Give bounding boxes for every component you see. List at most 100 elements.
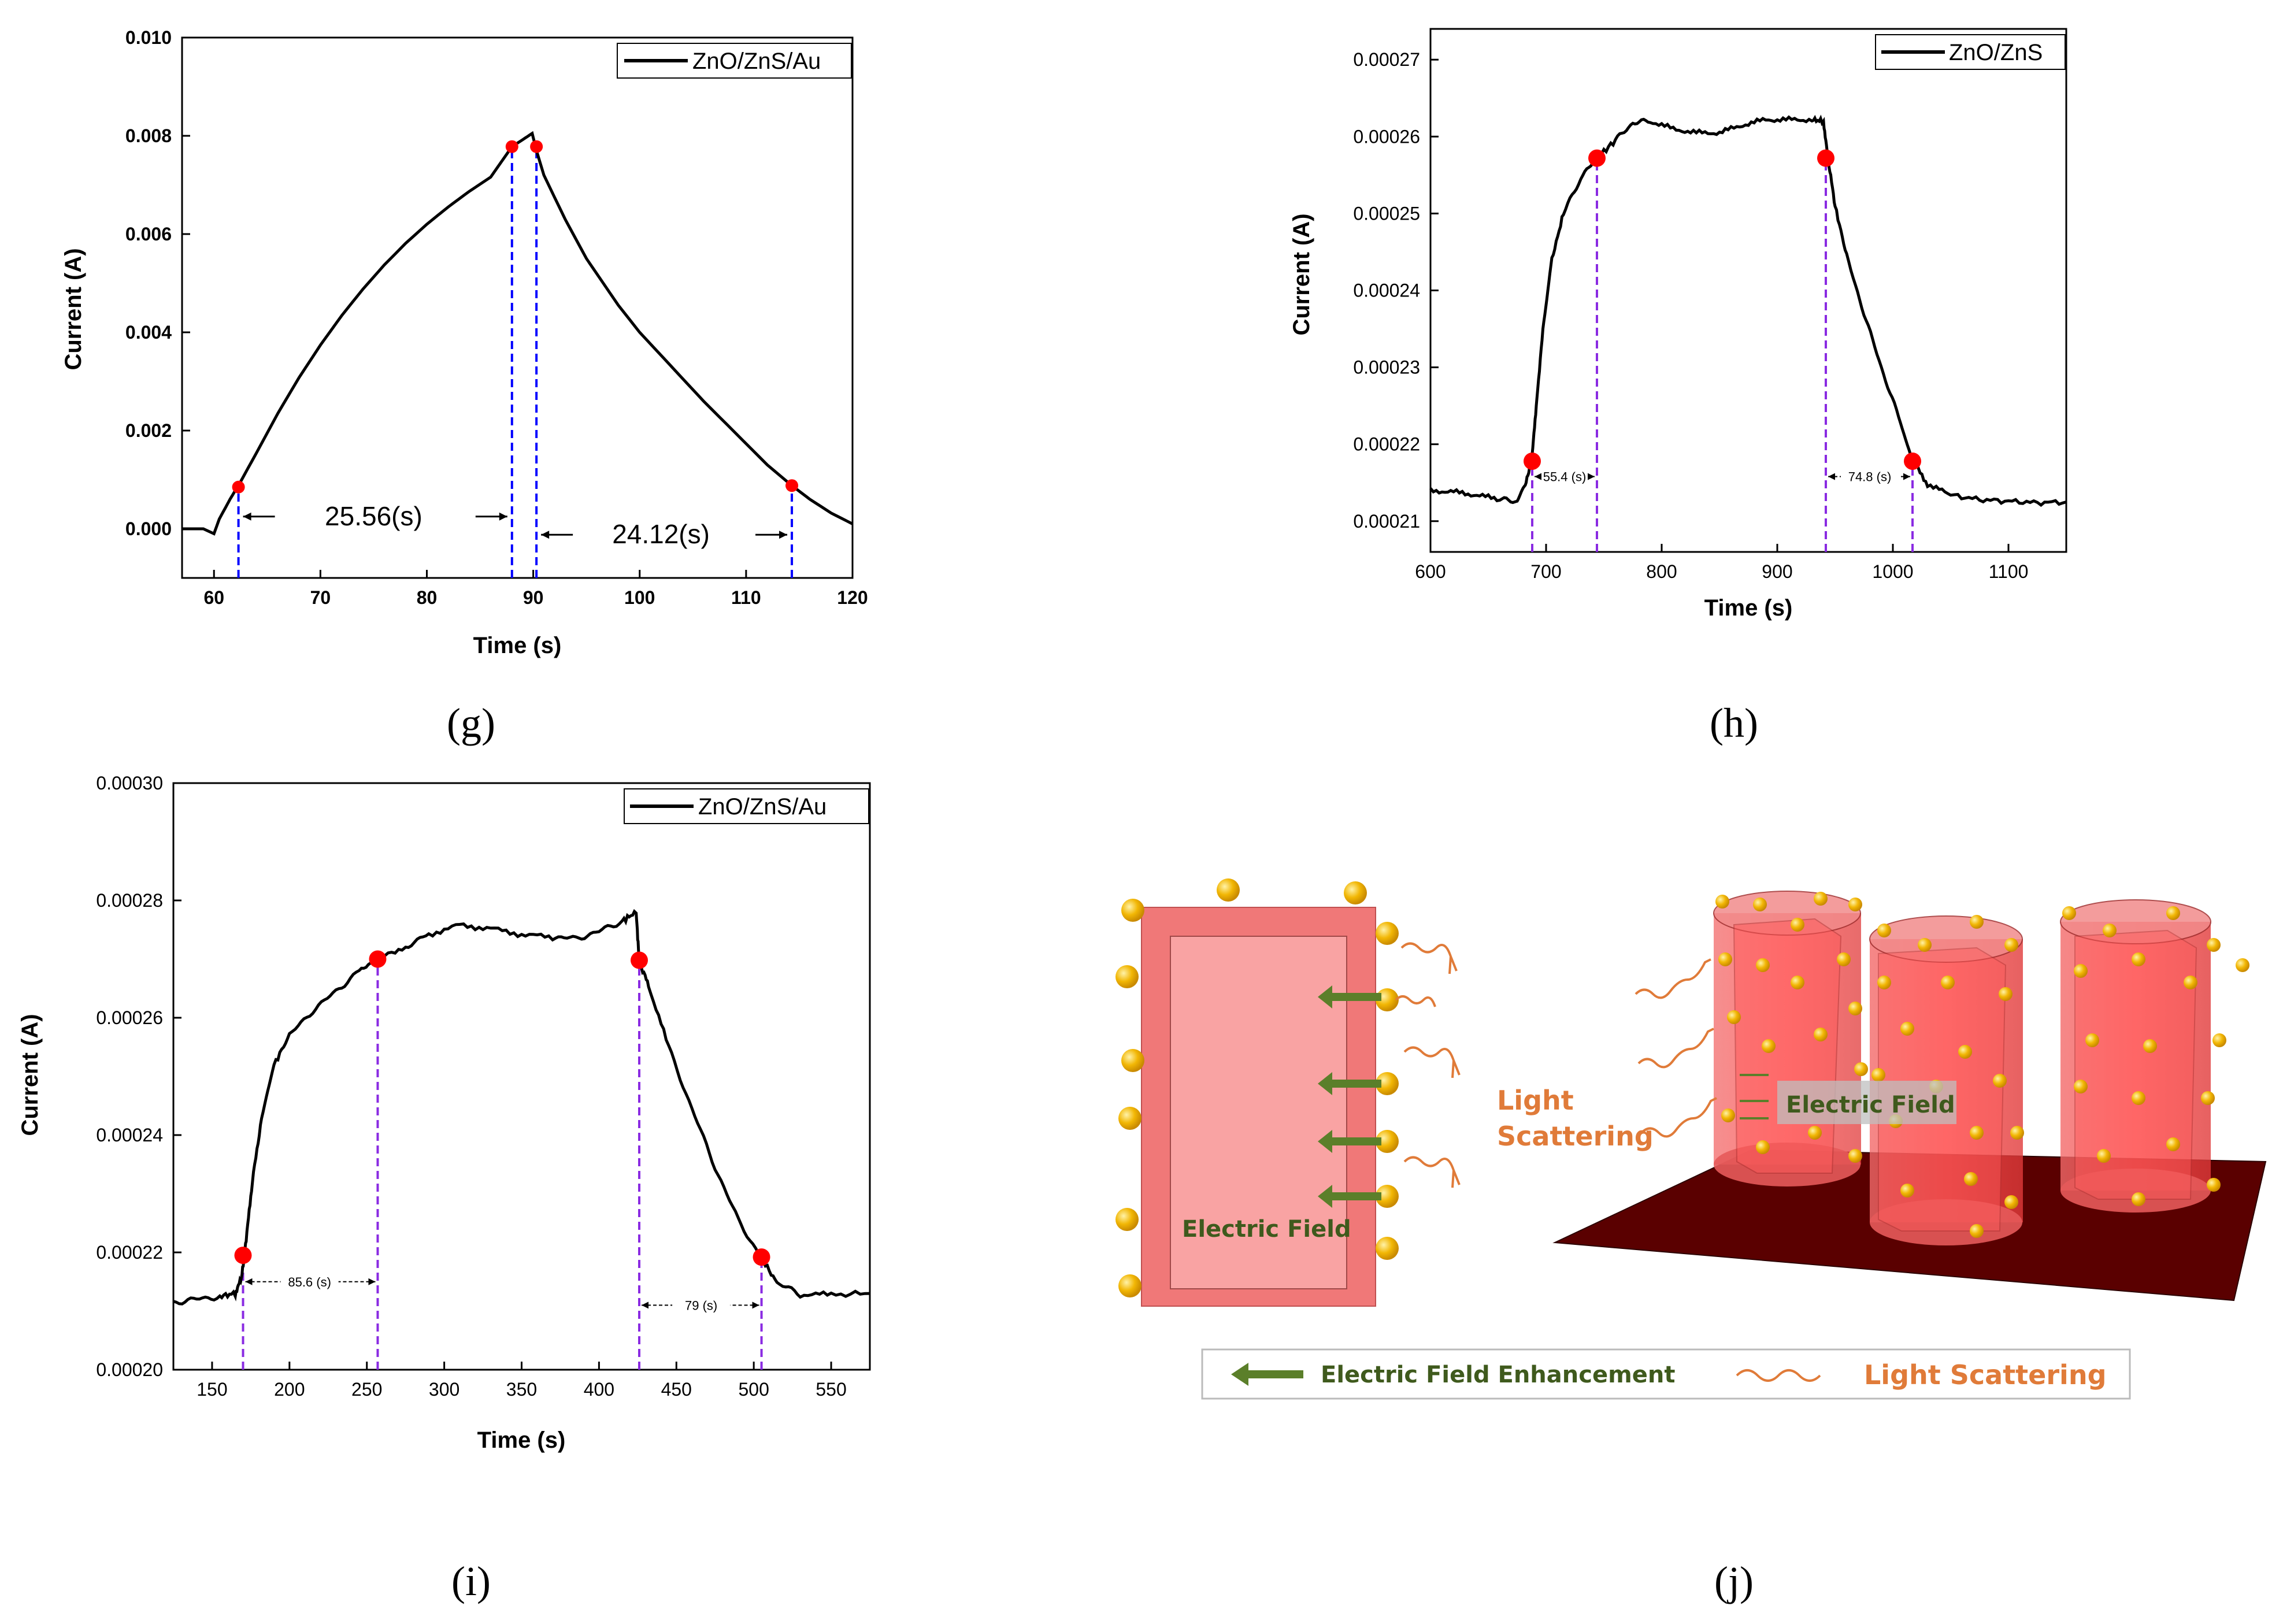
chart-i-plot-frame <box>172 782 871 1371</box>
data-marker <box>753 1248 770 1266</box>
gold-particle <box>1115 1208 1139 1231</box>
data-marker <box>1524 452 1541 470</box>
gold-particle <box>1217 878 1240 902</box>
wave-icon <box>1400 942 1458 974</box>
x-tick-label: 120 <box>837 587 868 608</box>
gold-particle <box>1900 1022 1914 1036</box>
gold-particle <box>1376 1237 1399 1260</box>
gold-particle <box>1121 899 1144 922</box>
gold-particle <box>1791 918 1804 932</box>
gold-particle <box>1376 1185 1399 1208</box>
gold-particle <box>1964 1172 1978 1186</box>
gold-particle <box>1877 924 1891 937</box>
slab-electric-field-label: Electric Field <box>1182 1216 1351 1243</box>
scattering-waves-rods <box>1635 958 1717 1138</box>
gold-particle <box>1791 976 1804 989</box>
x-tick-label: 100 <box>624 587 655 608</box>
y-tick-label: 0.00026 <box>96 1007 163 1028</box>
annotation-arrowhead <box>1535 473 1541 480</box>
gold-particle <box>1848 898 1862 911</box>
chart-g-legend-label: ZnO/ZnS/Au <box>692 49 821 74</box>
x-tick-label: 450 <box>661 1379 692 1400</box>
gold-particle <box>2166 906 2180 920</box>
chart-g-panel-label: (g) <box>447 700 495 746</box>
diagram-j: Electric Field Light Scattering <box>1115 878 2267 1604</box>
y-tick-label: 0.00030 <box>96 773 163 794</box>
chart-i-xlabel: Time (s) <box>477 1428 566 1453</box>
x-tick-label: 350 <box>506 1379 537 1400</box>
rod-electric-field-box <box>1777 1081 1956 1124</box>
chart-g-plot-frame <box>181 36 854 579</box>
nanorod-1 <box>1713 891 1861 1187</box>
gold-particle <box>2212 1033 2226 1047</box>
x-tick-label: 550 <box>816 1379 846 1400</box>
data-marker <box>234 1247 252 1265</box>
chart-g-ticks: 60 70 80 90 100 110 120 0.000 0.002 0.004 0.006 0.0… <box>125 27 868 608</box>
annotation-arrowhead <box>1828 473 1835 480</box>
gold-particle <box>2074 1080 2088 1093</box>
x-tick-label: 1100 <box>1989 561 2029 582</box>
chart-i-series-line <box>173 909 870 1306</box>
x-tick-label: 800 <box>1646 561 1677 582</box>
y-tick-label: 0.000 <box>125 518 172 539</box>
light-scattering-label: Light Scattering <box>1497 1085 1654 1152</box>
y-tick-label: 0.00028 <box>96 890 163 911</box>
x-tick-label: 90 <box>523 587 544 608</box>
wave-icon <box>1640 1097 1717 1138</box>
y-tick-label: 0.010 <box>125 27 172 48</box>
gold-particle <box>2201 1091 2215 1105</box>
chart-h-vlines <box>1531 158 1914 552</box>
annotation-arrowhead <box>1903 473 1910 480</box>
y-tick-label: 0.00026 <box>1353 126 1420 147</box>
chart-i-vlines <box>242 959 763 1370</box>
chart-i-legend-label: ZnO/ZnS/Au <box>698 794 827 820</box>
gold-particle <box>1958 1045 1972 1059</box>
gold-particle <box>2103 924 2117 937</box>
gold-particle <box>2062 906 2076 920</box>
gold-particle <box>1115 965 1139 988</box>
annotation-arrowhead <box>243 512 251 521</box>
field-arrow-icon <box>1318 1130 1381 1153</box>
chart-h-panel-label: (h) <box>1710 700 1758 746</box>
gold-particle <box>1877 976 1891 989</box>
gold-nanoparticles-left <box>1115 878 1399 1297</box>
chart-i-panel-label: (i) <box>451 1558 491 1604</box>
y-tick-label: 0.002 <box>125 420 172 441</box>
legend-wave-icon <box>1736 1369 1821 1382</box>
nanorod-3 <box>2060 899 2211 1213</box>
x-tick-label: 600 <box>1415 561 1446 582</box>
y-tick-label: 0.006 <box>125 224 172 244</box>
data-marker <box>505 140 518 153</box>
x-tick-label: 60 <box>203 587 224 608</box>
chart-h-xlabel: Time (s) <box>1704 595 1793 621</box>
nanorods <box>1713 891 2211 1245</box>
duration-annotation: 24.12(s) <box>612 519 710 549</box>
legend-arrow-icon <box>1231 1363 1303 1386</box>
gold-particle <box>1118 1107 1142 1130</box>
gold-particle <box>1756 1140 1770 1154</box>
gold-particle <box>2184 976 2197 989</box>
x-tick-label: 500 <box>738 1379 769 1400</box>
y-tick-label: 0.00024 <box>96 1125 163 1145</box>
data-marker <box>1588 149 1606 167</box>
y-tick-label: 0.00022 <box>96 1242 163 1263</box>
chart-g-markers <box>232 140 799 494</box>
gold-particle <box>1808 1126 1822 1140</box>
gold-particle <box>1121 1049 1144 1072</box>
gold-particle <box>2236 958 2249 972</box>
field-arrows-rod <box>1740 1074 1769 1119</box>
slab-structure: Electric Field <box>1141 907 1376 1307</box>
x-tick-label: 110 <box>731 587 761 608</box>
annotation-arrowhead <box>642 1302 649 1309</box>
y-tick-label: 0.00021 <box>1353 511 1420 532</box>
duration-annotation: 74.8 (s) <box>1848 470 1892 484</box>
gold-particle <box>1941 976 1955 989</box>
x-tick-label: 1000 <box>1872 561 1913 582</box>
gold-particle <box>2085 1033 2099 1047</box>
chart-g-ylabel: Current (A) <box>61 248 86 370</box>
gold-particle <box>1837 952 1851 966</box>
gold-particle <box>1727 1010 1741 1024</box>
gold-particle <box>2004 1195 2018 1209</box>
y-tick-label: 0.00027 <box>1353 49 1420 70</box>
legend-electric-field-enhancement: Electric Field Enhancement <box>1321 1362 1676 1388</box>
